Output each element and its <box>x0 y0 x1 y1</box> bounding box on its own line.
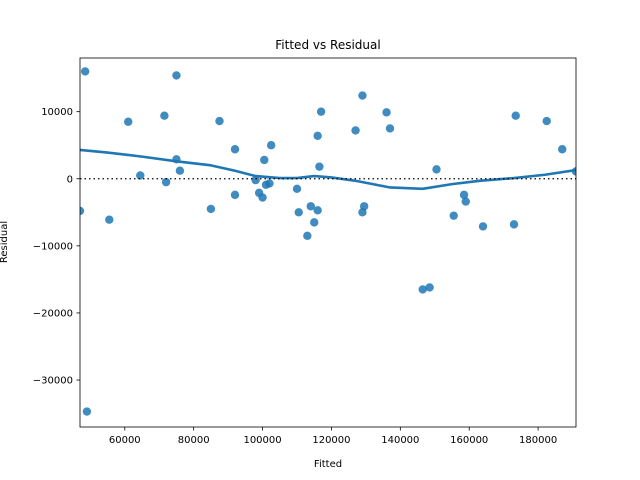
x-axis-ticks: 60000 80000 100000 120000 140000 160000 180000 <box>109 427 557 446</box>
scatter-point <box>215 116 224 126</box>
scatter-point <box>313 131 322 141</box>
scatter-point <box>382 108 391 117</box>
scatter-point <box>316 107 326 116</box>
x-tick-label: 100000 <box>243 435 281 446</box>
scatter-point <box>358 91 367 100</box>
scatter-point <box>266 141 276 150</box>
scatter-point <box>449 211 458 220</box>
scatter-point <box>459 190 469 200</box>
scatter-point <box>418 285 427 294</box>
scatter-point <box>425 283 434 292</box>
scatter-point <box>511 111 520 120</box>
scatter-point <box>294 208 303 217</box>
chart-title: Fitted vs Residual <box>275 38 380 52</box>
y-tick-label: 10000 <box>41 107 73 118</box>
scatter-point <box>80 206 85 216</box>
x-tick-label: 120000 <box>312 435 350 446</box>
scatter-point <box>558 145 567 154</box>
scatter-point <box>313 206 322 215</box>
y-tick-label: −20000 <box>33 308 73 319</box>
scatter-point <box>260 155 269 165</box>
scatter-point <box>542 116 551 126</box>
y-axis-title: Residual <box>0 221 10 263</box>
lowess-trend-line <box>80 148 576 191</box>
x-tick-label: 160000 <box>450 435 488 446</box>
scatter-point <box>310 218 319 227</box>
x-tick-label: 140000 <box>381 435 419 446</box>
scatter-point <box>385 124 395 133</box>
scatter-point <box>230 145 240 154</box>
y-tick-label: −10000 <box>33 241 73 252</box>
y-axis-ticks: −30000 −20000 −10000 0 10000 <box>33 107 80 387</box>
axes-frame <box>79 57 577 428</box>
scatter-point <box>461 197 470 206</box>
scatter-point <box>258 193 267 202</box>
scatter-point <box>124 117 133 126</box>
scatter-point <box>251 175 260 185</box>
x-axis-title: Fitted <box>314 459 342 470</box>
x-tick-label: 180000 <box>519 435 557 446</box>
scatter-point <box>478 222 488 231</box>
x-tick-label: 80000 <box>178 435 210 446</box>
y-tick-label: −30000 <box>33 376 73 387</box>
x-tick-label: 60000 <box>109 435 141 446</box>
scatter-point <box>136 171 145 180</box>
scatter-point <box>160 111 169 120</box>
scatter-point <box>509 220 519 229</box>
scatter-point <box>306 202 315 211</box>
scatter-point <box>230 190 240 200</box>
scatter-point <box>172 71 181 80</box>
scatter-point <box>265 179 274 188</box>
scatter-point <box>359 202 369 211</box>
y-tick-label: 0 <box>67 174 73 185</box>
scatter-points <box>80 67 576 416</box>
scatter-point <box>432 165 441 174</box>
plot-area <box>80 67 576 416</box>
scatter-point <box>105 215 114 224</box>
scatter-point <box>161 177 171 187</box>
scatter-point <box>303 231 312 240</box>
scatter-point <box>206 204 216 214</box>
scatter-point <box>80 67 90 76</box>
scatter-point <box>351 126 360 135</box>
scatter-point <box>82 407 92 416</box>
scatter-point <box>315 162 324 171</box>
scatter-point <box>292 184 302 194</box>
scatter-point <box>175 166 185 175</box>
